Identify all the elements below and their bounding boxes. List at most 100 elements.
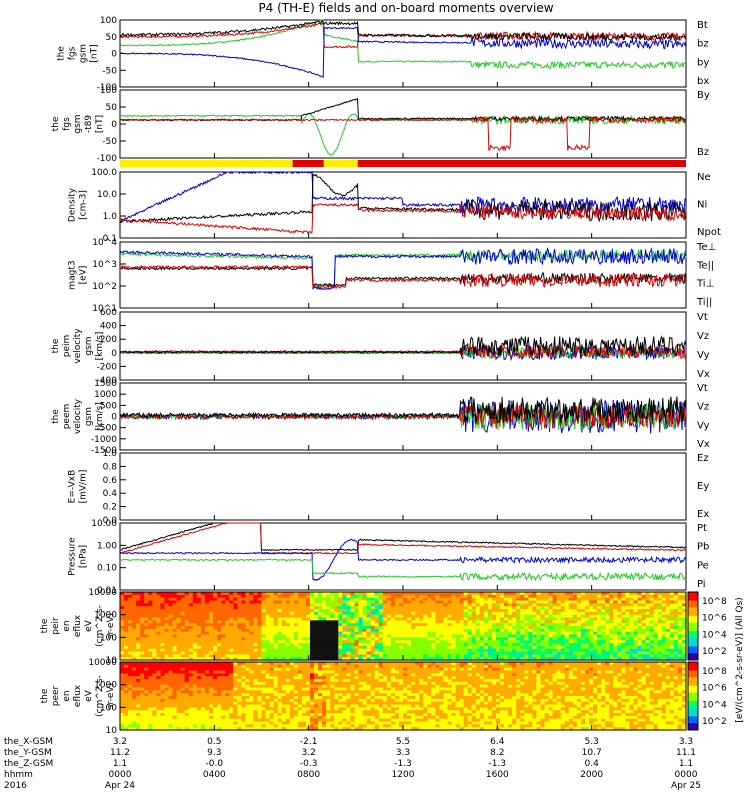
peer-cell [297,696,303,700]
peir-cell [572,623,578,627]
peer-cell [132,696,137,700]
peer-cell [261,707,267,711]
peir-cell [229,606,234,610]
peir-cell [544,592,550,596]
peer-cell [120,696,125,700]
peer-cell [164,713,170,717]
peer-cell [156,704,162,708]
peir-cell [609,592,614,596]
peer-cell [237,721,242,725]
peir-cell [500,645,505,650]
peer-cell [152,704,157,708]
peir-cell [180,614,186,619]
peir-cell [495,631,501,636]
peer-cell [338,698,343,703]
peer-cell [156,673,162,677]
peir-cell [548,620,554,624]
peir-cell [564,614,570,619]
peir-cell [273,637,279,641]
peir-cell [677,657,683,661]
peer-cell [245,690,250,694]
peir-cell [390,606,396,610]
peer-cell [208,713,214,717]
peir-cell [621,657,626,661]
peir-cell [613,606,618,610]
peir-cell [657,626,663,630]
peir-cell [168,628,174,633]
peir-cell [613,640,618,644]
pressure-legend-item: Pe [697,560,709,571]
peer-cell [200,724,206,728]
peer-cell [128,670,133,674]
peir-cell [601,592,606,596]
peer-cell [164,701,170,706]
peer-cell [140,710,145,714]
peer-cell [204,690,210,694]
peir-cell [556,594,562,599]
peir-cell [645,611,651,616]
temp-ylabel-line: magt3 [68,260,78,289]
peir-cell [148,645,153,650]
peir-cell [350,648,356,653]
peer-cell [318,681,323,686]
peer-cell [273,718,279,723]
peir-cell [447,651,453,655]
peir-cell [269,645,275,650]
peir-cell [669,651,675,655]
peir-cell [467,648,473,653]
efield-frame [119,452,687,521]
peem_vel-legend-item: Vt [697,383,708,394]
peir-cell [552,657,558,661]
temp-ti-par-line [119,247,687,291]
peer-cell [318,718,323,723]
peir-cell [301,617,307,621]
peir-cell [491,597,497,602]
peir-cell [621,594,626,599]
peir-cell [560,634,566,638]
peir-cell [605,603,610,607]
peir-cell [172,620,178,624]
peir-cell [512,614,517,619]
peir-cell [516,643,521,647]
peir-cell [148,617,153,621]
peir-cell [297,643,303,647]
peir-cell [629,614,635,619]
peir-cell [512,654,517,658]
peer-cell [245,670,250,674]
peer-cell [160,679,166,683]
peir-cell [471,640,477,644]
peir-cell [269,643,275,647]
peir-cell [673,600,679,604]
peir-cell [338,640,343,644]
peir-cell [605,631,610,636]
peer-cell [168,673,174,677]
peer-cell [192,687,198,691]
peer-cell [346,707,352,711]
peir-cell [447,637,453,641]
peer-cell [168,696,174,700]
peer-cell [249,718,255,723]
peir-cell [403,648,408,653]
peir-cell [633,634,639,638]
peir-cell [435,626,440,630]
peir-cell [180,623,186,627]
peir-cell [245,609,250,613]
peir-cell [673,637,679,641]
peer-cell [338,727,343,731]
peer-cell [273,684,279,689]
peir-cell [285,609,291,613]
peer-cell [136,710,141,714]
peir-cell [451,654,457,658]
peer-cell [261,676,267,680]
peir-cell [172,631,178,636]
peir-cell [516,611,521,616]
peir-cell [285,626,291,630]
peer-cell [152,676,157,680]
peir-cell [285,614,291,619]
peir-cell [431,648,436,653]
peer-cell [346,679,352,683]
peir-cell [204,594,210,599]
peir-cell [532,640,538,644]
peer-cell [330,662,335,666]
peir-cell [249,628,255,633]
